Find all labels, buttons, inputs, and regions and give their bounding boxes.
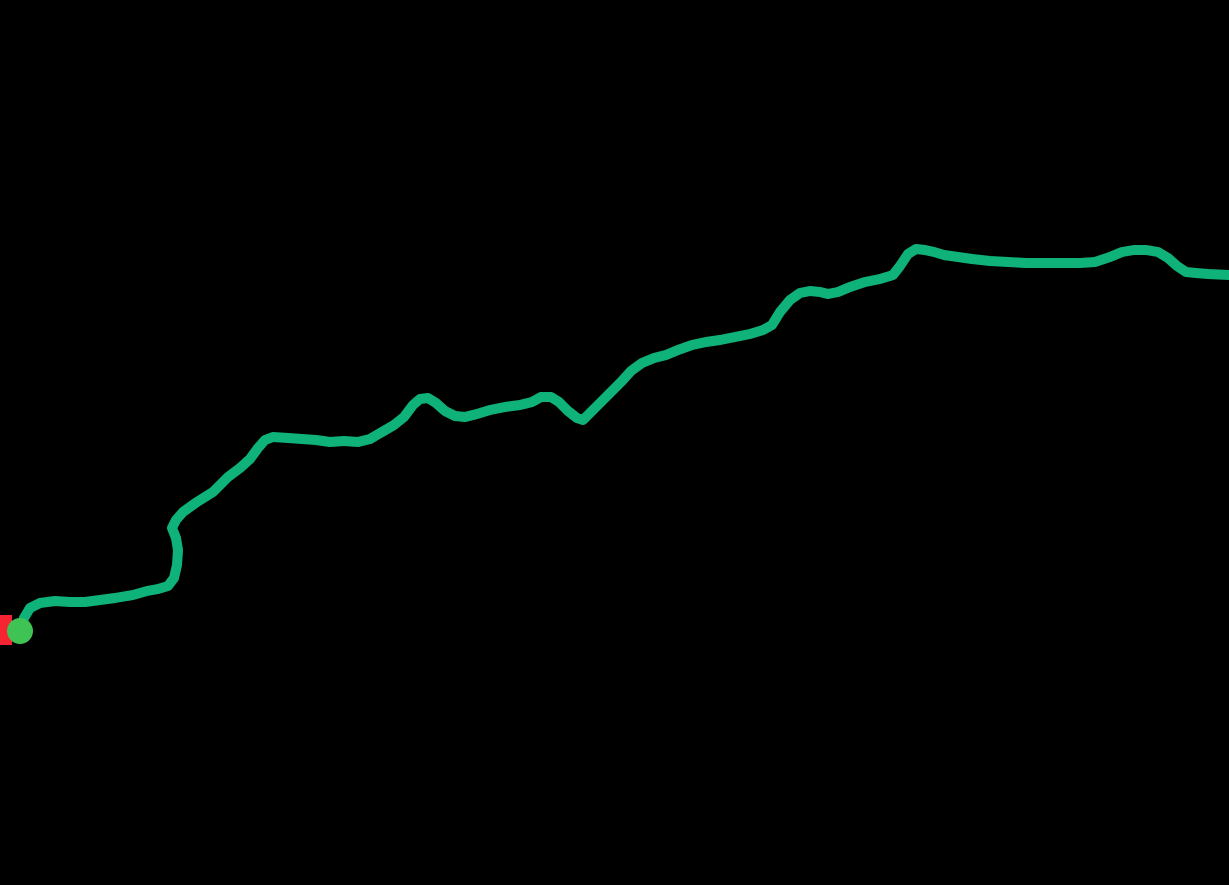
route-line bbox=[15, 244, 1229, 636]
route-start-dot bbox=[7, 618, 33, 644]
